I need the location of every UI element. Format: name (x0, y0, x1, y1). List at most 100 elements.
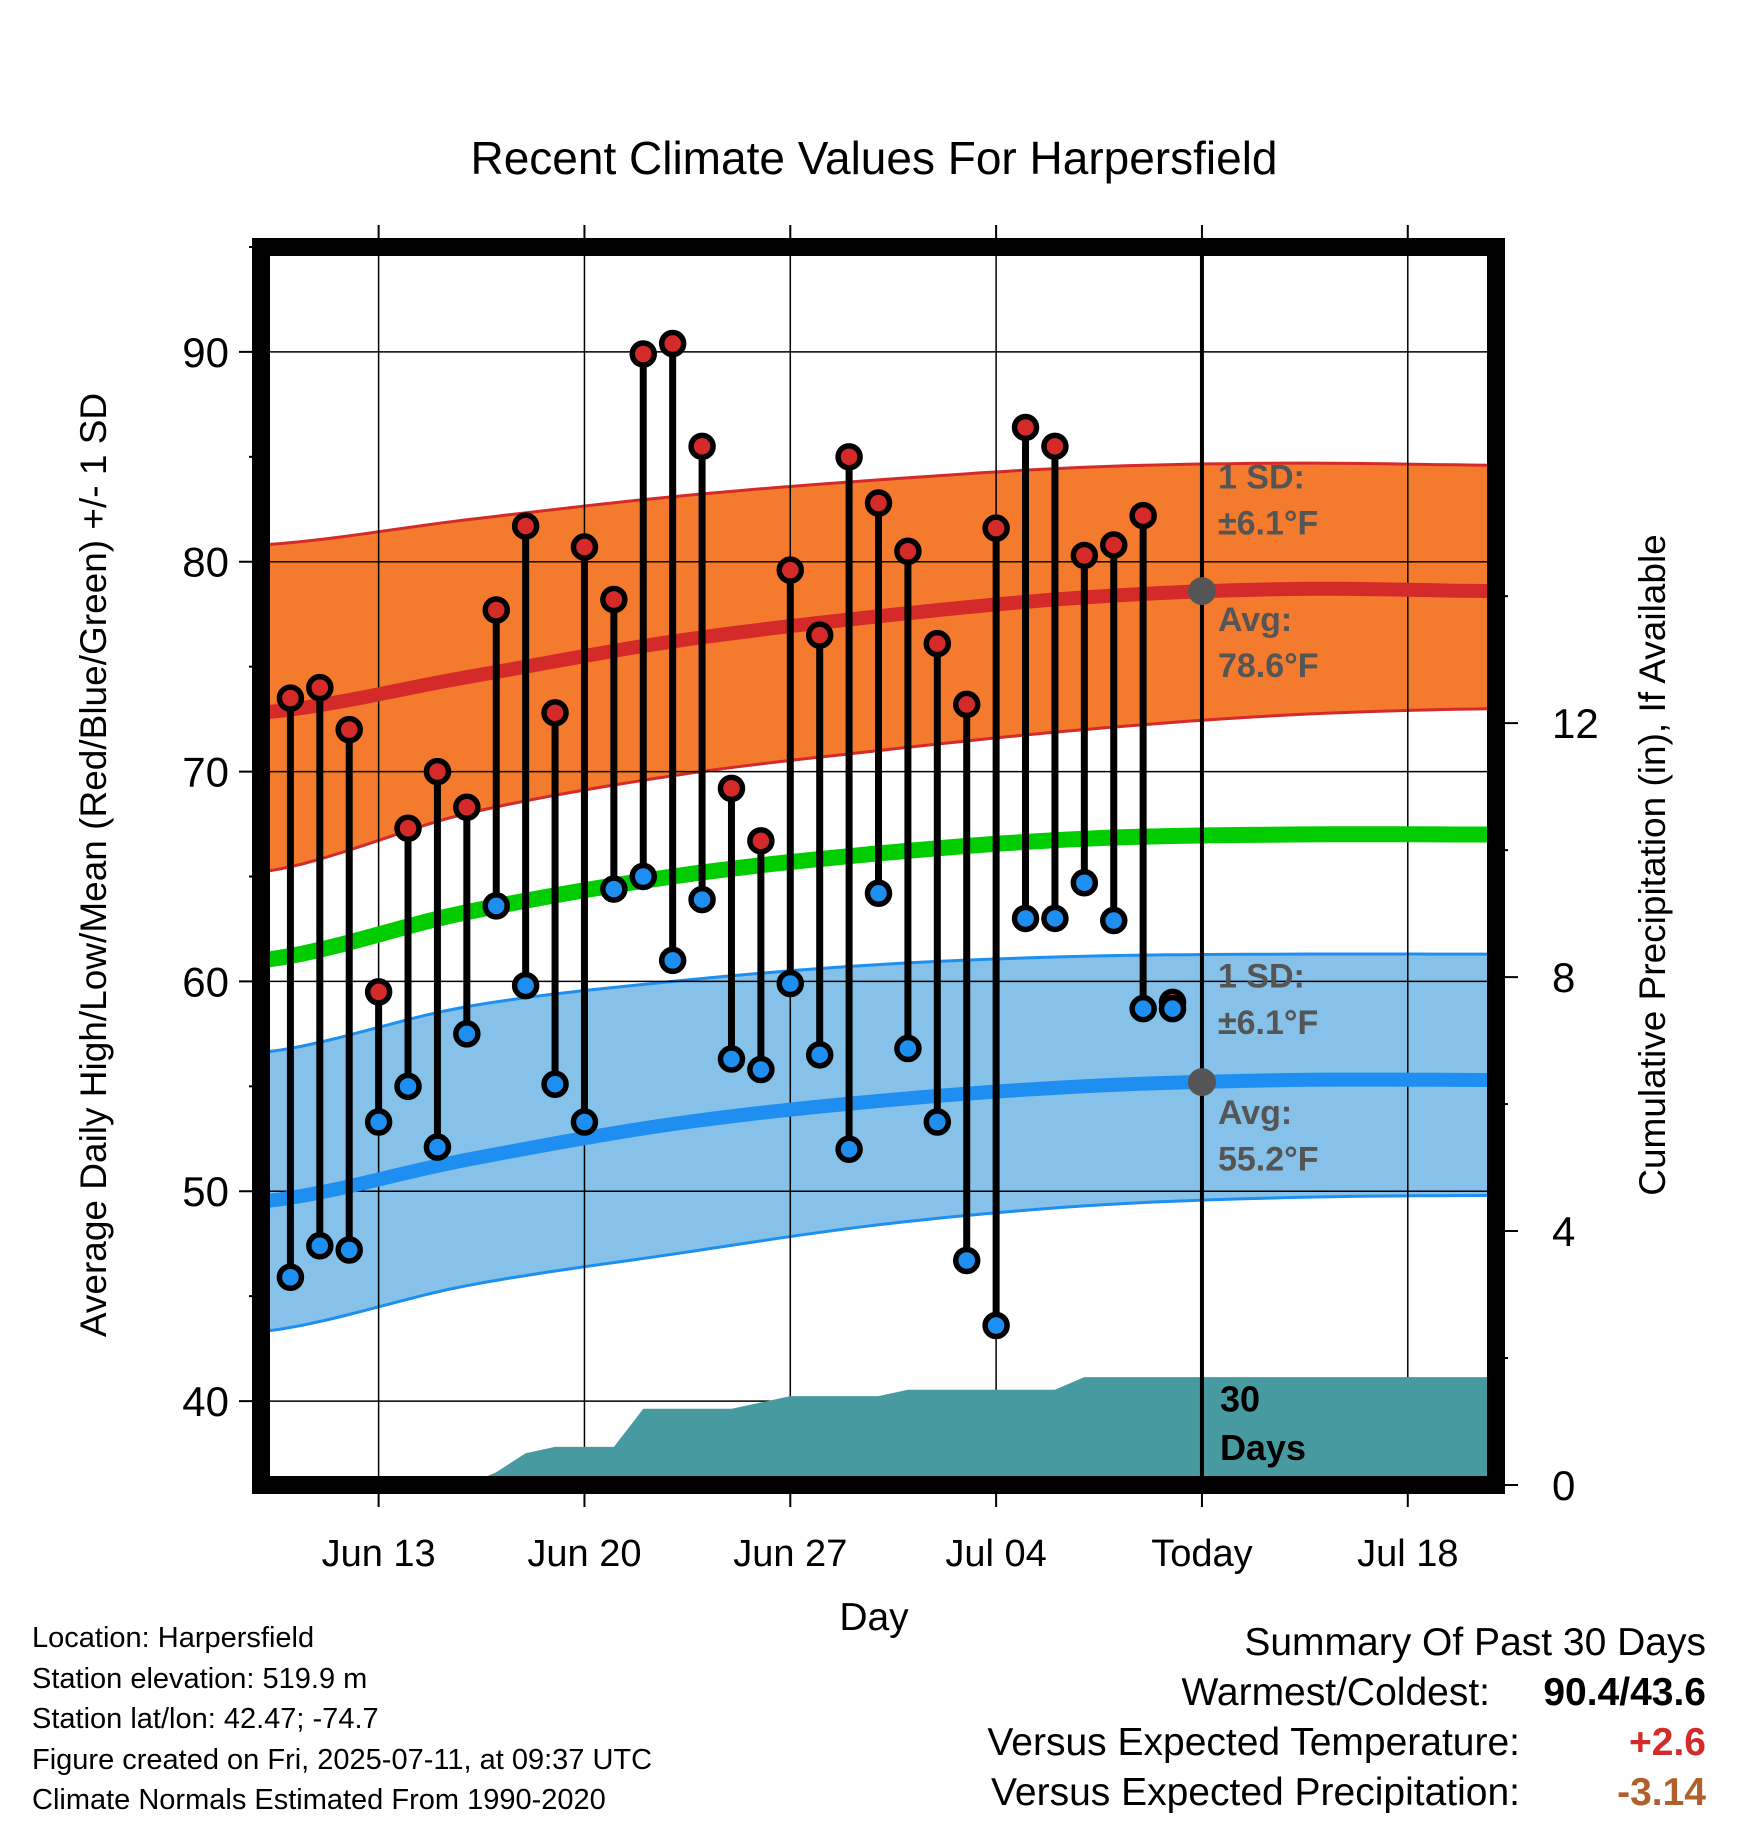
x-tick-label: Jul 18 (1357, 1533, 1458, 1575)
high-point (482, 596, 510, 624)
high-point (541, 699, 569, 727)
high-point (835, 443, 863, 471)
temp-vs-expected-value: +2.6 (1629, 1721, 1706, 1764)
high-point (1099, 531, 1128, 559)
high-sd-label: 1 SD: (1218, 458, 1305, 496)
x-axis-label: Day (839, 1596, 909, 1639)
y2-tick-label: 12 (1552, 700, 1599, 747)
high-point (923, 629, 952, 658)
high-point (982, 514, 1010, 542)
x-tick-label: Jun 13 (322, 1533, 436, 1575)
high-point (952, 690, 981, 719)
low-point (335, 1236, 363, 1264)
low-point (306, 1232, 334, 1260)
y2-tick-label: 8 (1552, 954, 1575, 1001)
low-sd-band-lower-edge (260, 1193, 1497, 1334)
low-point (952, 1246, 981, 1275)
precip-vs-expected-value: -3.14 (1617, 1771, 1706, 1814)
temp-vs-expected-row: Versus Expected Temperature: +2.6 (987, 1718, 1706, 1768)
normals-text: Climate Normals Estimated From 1990-2020 (32, 1784, 606, 1817)
y-tick-label: 90 (182, 329, 229, 376)
low-point (453, 1020, 481, 1048)
high-point (1129, 501, 1157, 530)
low-point (1158, 994, 1187, 1023)
x-tick-label: Jul 04 (945, 1533, 1046, 1575)
low-point (570, 1108, 599, 1136)
low-point (658, 946, 687, 975)
high-point (688, 432, 716, 461)
high-point (364, 978, 393, 1006)
low-normal-line (260, 1072, 1496, 1209)
high-point (629, 340, 658, 368)
low-point (394, 1072, 422, 1101)
high-avg-label: Avg: (1218, 601, 1292, 639)
summary-panel: Summary Of Past 30 Days Warmest/Coldest:… (987, 1618, 1706, 1818)
high-point (276, 684, 305, 712)
y2-tick-label: 4 (1552, 1208, 1575, 1255)
high-point (1011, 413, 1040, 442)
high-point (717, 774, 746, 803)
x-tick-label: Jun 20 (527, 1533, 641, 1575)
low-sd-value: ±6.1°F (1218, 1004, 1318, 1042)
low-avg-marker (1187, 1068, 1216, 1097)
latlon-text: Station lat/lon: 42.47; -74.7 (32, 1703, 379, 1736)
y-tick-label: 40 (182, 1378, 229, 1425)
high-point (511, 512, 540, 540)
low-point (600, 875, 628, 903)
low-point (629, 862, 658, 891)
precip-vs-expected-row: Versus Expected Precipitation: -3.14 (987, 1768, 1706, 1818)
low-point (864, 879, 893, 908)
created-text: Figure created on Fri, 2025-07-11, at 09… (32, 1743, 653, 1776)
summary-title: Summary Of Past 30 Days (1244, 1621, 1706, 1664)
y-axis-label: Average Daily High/Low/Mean (Red/Blue/Gr… (73, 393, 114, 1337)
low-point (482, 892, 510, 920)
y2-axis-label: Cumulative Precipitation (in), If Availa… (1632, 534, 1673, 1196)
elevation-text: Station elevation: 519.9 m (32, 1662, 368, 1695)
low-point (747, 1055, 775, 1084)
y-tick-label: 70 (182, 749, 229, 796)
low-point (805, 1041, 834, 1069)
x-tick-label: Today (1151, 1533, 1252, 1575)
high-point (1041, 432, 1069, 461)
low-point (423, 1133, 452, 1161)
low-point (1129, 994, 1157, 1023)
high-point (335, 715, 363, 744)
y-tick-label: 80 (182, 539, 229, 586)
high-point (306, 673, 334, 702)
plot-frame (252, 238, 1505, 1494)
high-point (394, 814, 422, 842)
station-info: Location: Harpersfield Station elevation… (32, 1618, 652, 1821)
high-point (776, 556, 805, 584)
high-sd-band-upper-edge (260, 461, 1497, 547)
low-sd-band (261, 954, 1496, 1332)
low-point (717, 1045, 746, 1073)
warmest-coldest-row: Warmest/Coldest: 90.4/43.6 (987, 1668, 1706, 1718)
x-tick-label: Jun 27 (733, 1533, 847, 1575)
high-point (864, 489, 893, 517)
warmest-coldest-value: 90.4/43.6 (1543, 1671, 1706, 1714)
precip-vs-expected-label: Versus Expected Precipitation: (991, 1771, 1520, 1814)
low-point (1070, 869, 1099, 897)
low-point (541, 1070, 569, 1098)
precip-days-label: 30 (1220, 1379, 1260, 1420)
precip-area (290, 1377, 1496, 1485)
temp-vs-expected-label: Versus Expected Temperature: (987, 1721, 1520, 1764)
low-point (982, 1311, 1010, 1340)
low-point (1099, 906, 1128, 935)
high-point (453, 793, 481, 821)
high-point (1070, 541, 1099, 570)
low-point (276, 1263, 305, 1292)
low-avg-label: Avg: (1218, 1094, 1292, 1132)
low-point (511, 971, 540, 1000)
high-point (658, 329, 687, 358)
low-point (894, 1034, 922, 1063)
high-avg-marker (1187, 577, 1216, 606)
high-avg-value: 78.6°F (1218, 647, 1319, 685)
low-point (364, 1108, 393, 1136)
y2-tick-label: 0 (1552, 1462, 1575, 1509)
high-sd-value: ±6.1°F (1218, 504, 1318, 542)
warmest-coldest-label: Warmest/Coldest: (1181, 1671, 1490, 1714)
high-point (894, 537, 922, 566)
y-tick-label: 60 (182, 958, 229, 1005)
